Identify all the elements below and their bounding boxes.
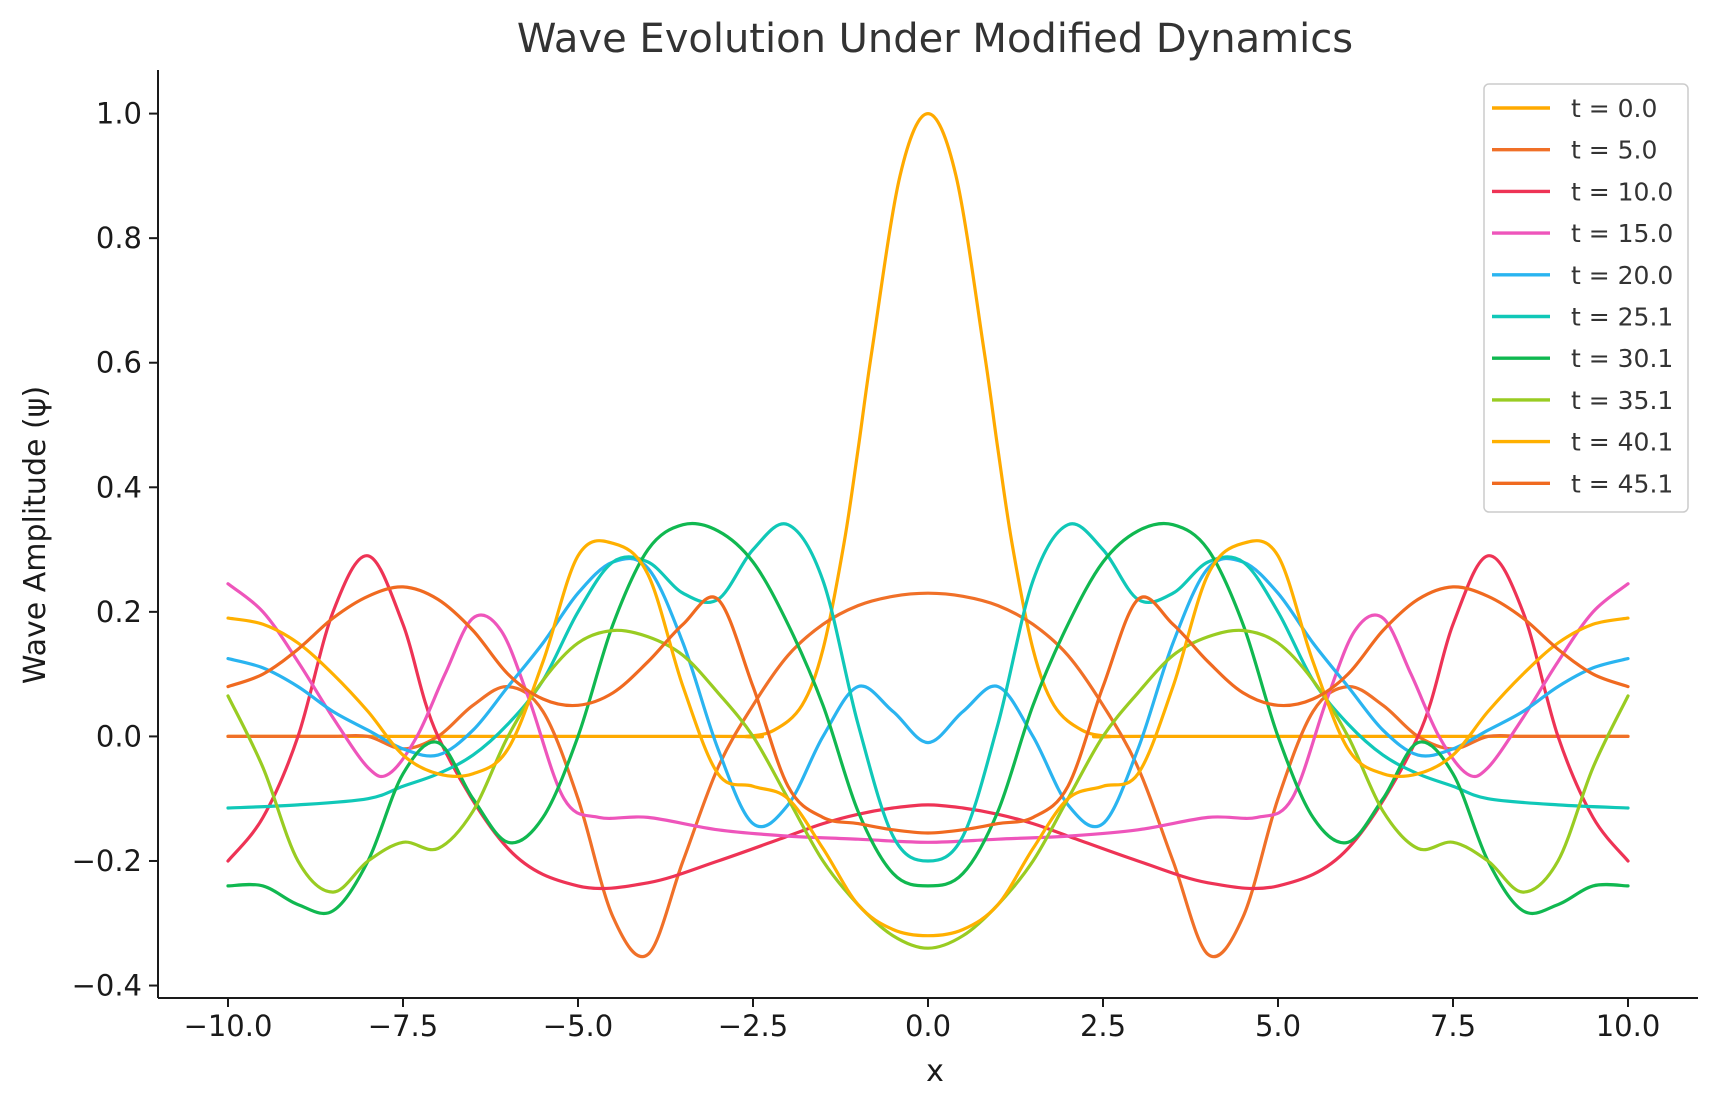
legend-label: t = 40.1	[1571, 428, 1673, 457]
series-line-0	[226, 112, 1630, 739]
legend-label: t = 20.0	[1571, 261, 1673, 290]
series-line-6	[226, 521, 1630, 916]
legend-label: t = 15.0	[1571, 219, 1673, 248]
legend-label: t = 30.1	[1571, 344, 1673, 373]
x-ticks: −10.0 −7.5 −5.0 −2.5 0.0 2.5 5.0 7.5 10.0	[184, 998, 1661, 1043]
legend-label: t = 25.1	[1571, 303, 1673, 332]
legend-label: t = 35.1	[1571, 386, 1673, 415]
plot-lines	[226, 112, 1630, 959]
x-tick-label: −5.0	[543, 1009, 613, 1043]
series-line-3	[226, 582, 1630, 844]
series-line-4	[226, 556, 1630, 829]
legend-label: t = 45.1	[1571, 469, 1673, 498]
series-line-7	[226, 628, 1630, 950]
y-tick-label: 0.8	[96, 221, 142, 255]
y-tick-label: 0.6	[96, 346, 142, 380]
series-line-1	[226, 591, 1630, 959]
x-tick-label: 5.0	[1255, 1009, 1301, 1043]
series-line-8	[226, 539, 1630, 938]
y-axis-label: Wave Amplitude (ψ)	[18, 386, 53, 684]
y-ticks: −0.4 −0.2 0.0 0.2 0.4 0.6 0.8 1.0	[72, 97, 158, 1003]
x-tick-label: 7.5	[1430, 1009, 1476, 1043]
y-tick-label: −0.4	[72, 969, 142, 1003]
legend-label: t = 5.0	[1571, 136, 1657, 165]
y-tick-label: 0.2	[96, 595, 142, 629]
series-line-5	[226, 522, 1630, 863]
x-tick-label: −7.5	[368, 1009, 438, 1043]
legend-label: t = 0.0	[1571, 94, 1657, 123]
x-tick-label: −2.5	[718, 1009, 788, 1043]
x-axis-label: x	[926, 1054, 944, 1089]
series-line-9	[226, 585, 1630, 835]
chart-title: Wave Evolution Under Modified Dynamics	[517, 16, 1353, 62]
x-tick-label: −10.0	[184, 1009, 273, 1043]
x-tick-label: 0.0	[905, 1009, 951, 1043]
y-tick-label: 0.4	[96, 470, 142, 504]
x-tick-label: 2.5	[1080, 1009, 1126, 1043]
legend-label: t = 10.0	[1571, 177, 1673, 206]
x-tick-label: 10.0	[1596, 1009, 1661, 1043]
y-tick-label: 0.0	[96, 719, 142, 753]
y-tick-label: −0.2	[72, 844, 142, 878]
legend: t = 0.0 t = 5.0 t = 10.0 t = 15.0 t = 20.0 t …	[1483, 83, 1689, 513]
series-line-2	[226, 554, 1630, 891]
y-tick-label: 1.0	[96, 97, 142, 131]
